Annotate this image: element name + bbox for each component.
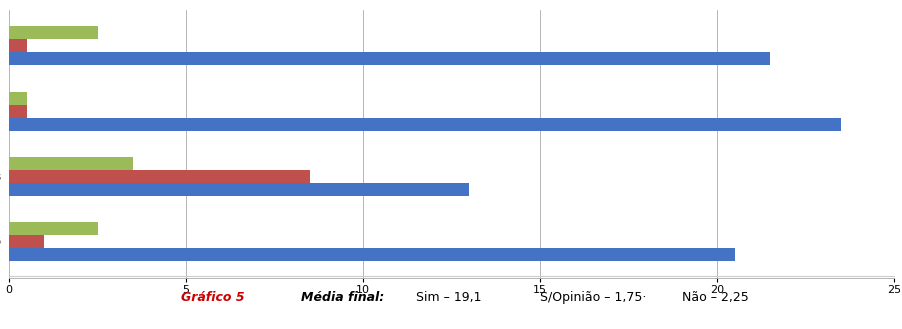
Bar: [9, 39, 27, 52]
Bar: [9, 157, 133, 170]
Bar: [9, 26, 97, 39]
Text: Não – 2,25: Não – 2,25: [681, 291, 748, 304]
Bar: [9, 235, 44, 248]
Text: Média final:: Média final:: [300, 291, 384, 304]
Bar: [9, 91, 27, 105]
Text: Sim – 19,1: Sim – 19,1: [416, 291, 481, 304]
Text: S/Opinião – 1,75·: S/Opinião – 1,75·: [539, 291, 646, 304]
Bar: [9, 248, 734, 262]
Bar: [9, 52, 769, 65]
Bar: [9, 105, 27, 118]
Text: Gráfico 5: Gráfico 5: [180, 291, 244, 304]
Bar: [9, 183, 469, 196]
Bar: [9, 118, 840, 131]
Bar: [9, 170, 309, 183]
Bar: [9, 222, 97, 235]
